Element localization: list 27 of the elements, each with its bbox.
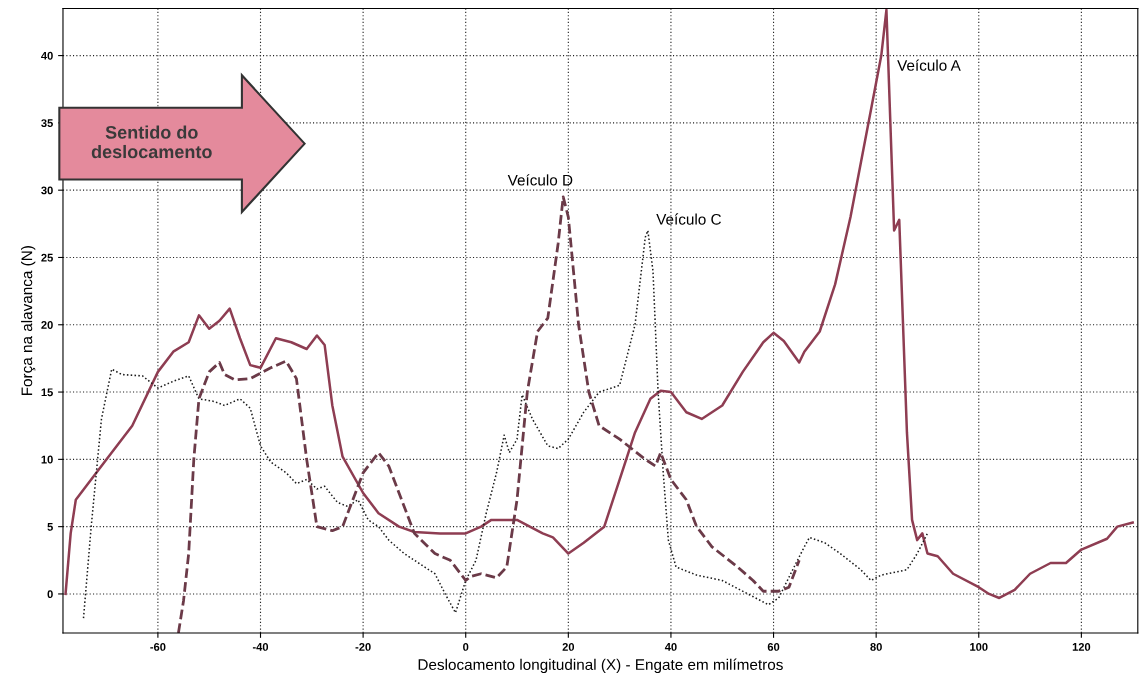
y-tick-label: 25 (41, 253, 53, 262)
y-tick-label: 5 (47, 523, 53, 531)
x-tick-label: 60 (767, 642, 780, 651)
x-axis-title: Deslocamento longitudinal (X) - Engate em milímetros (418, 658, 783, 674)
y-tick-label: 15 (41, 388, 53, 397)
x-tick-label: -60 (150, 642, 166, 651)
annotation: Veículo C (656, 213, 721, 225)
x-tick-label: 20 (562, 642, 575, 651)
y-tick-label: 35 (41, 119, 53, 128)
x-tick-label: -20 (355, 642, 371, 651)
x-tick-label: 120 (1072, 642, 1091, 651)
x-tick-label: 0 (463, 642, 469, 651)
y-axis-title: Força na alavanca (N) (21, 246, 36, 396)
annotation: Sentido do deslocamento (91, 125, 212, 159)
y-tick-label: 20 (41, 321, 53, 329)
annotation: Veículo A (897, 59, 961, 71)
x-tick-label: 80 (870, 642, 882, 651)
x-tick-label: 40 (664, 642, 677, 651)
x-tick-label: 100 (970, 642, 988, 651)
x-tick-label: -40 (252, 642, 269, 651)
line-series (177, 195, 801, 633)
annotation: Veículo D (507, 174, 573, 186)
y-tick-label: 30 (41, 186, 53, 195)
line-series (64, 8, 1134, 600)
y-tick-label: 10 (41, 455, 53, 464)
y-tick-label: 0 (47, 590, 53, 599)
y-tick-label: 40 (41, 51, 53, 60)
